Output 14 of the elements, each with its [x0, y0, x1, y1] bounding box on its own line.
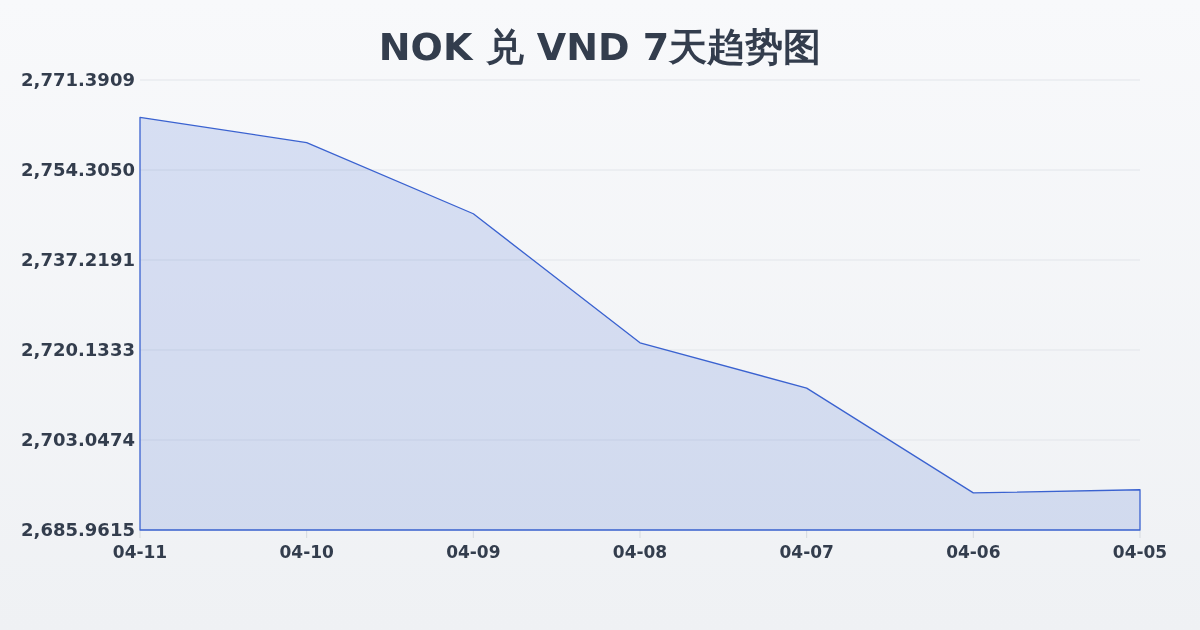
x-tick-label: 04-08 — [612, 542, 668, 562]
chart-title: NOK 兑 VND 7天趋势图 — [378, 25, 822, 69]
x-tick-label: 04-06 — [946, 542, 1001, 562]
y-tick-label: 2,754.3050 — [21, 159, 135, 180]
y-tick-label: 2,720.1333 — [21, 339, 135, 360]
y-tick-label: 2,771.3909 — [21, 69, 135, 90]
y-tick-label: 2,737.2191 — [21, 249, 135, 270]
x-tick-label: 04-10 — [279, 542, 335, 562]
x-tick-label: 04-07 — [779, 542, 834, 562]
y-tick-label: 2,685.9615 — [21, 519, 135, 540]
x-tick-label: 04-09 — [446, 542, 501, 562]
y-tick-label: 2,703.0474 — [21, 429, 135, 450]
x-tick-label: 04-11 — [112, 542, 168, 562]
x-tick-label: 04-05 — [1112, 542, 1168, 562]
